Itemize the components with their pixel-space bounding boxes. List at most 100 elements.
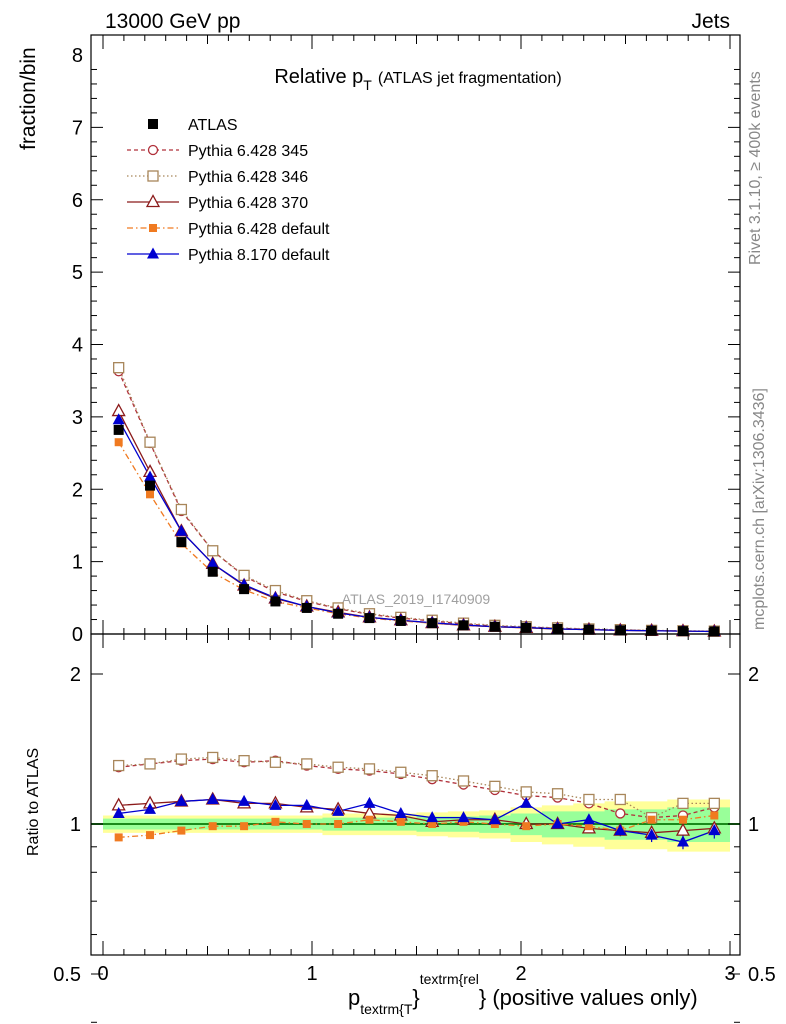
legend-marker-0 [147, 144, 159, 156]
reference-point [583, 624, 594, 635]
series-point-4 [144, 470, 157, 482]
ratio-point-2 [675, 822, 691, 836]
mcplots-label: mcplots.cern.ch [arXiv:1306.3436] [751, 388, 768, 630]
reference-point [333, 608, 344, 619]
ratio-tick-label-left: 0.5 [53, 964, 81, 986]
ratio-point-4 [708, 824, 721, 836]
ratio-point-4 [112, 806, 125, 818]
ratio-point-4 [175, 794, 188, 806]
reference-point [646, 625, 657, 636]
ratio-tick-label-left: 2 [70, 664, 81, 686]
ratio-y-axis-label: Ratio to ATLAS [25, 748, 42, 856]
reference-point [521, 622, 532, 633]
title-sub: T [363, 77, 372, 93]
y-tick-label: 6 [72, 190, 83, 212]
ratio-point-1 [395, 766, 407, 778]
ratio-point-4 [206, 792, 219, 804]
legend-label-1: Pythia 6.428 346 [188, 169, 308, 186]
ratio-point-1 [113, 759, 125, 772]
ratio-point-3 [710, 811, 719, 820]
ratio-point-1 [457, 775, 470, 787]
reference-point [207, 566, 218, 577]
ratio-point-4 [520, 796, 533, 808]
ratio-point-4 [144, 802, 157, 814]
y-tick-label: 5 [72, 262, 83, 284]
series-point-1 [175, 503, 188, 516]
ratio-point-1 [144, 758, 156, 770]
ratio-point-1 [708, 797, 720, 810]
series-point-4 [206, 557, 219, 569]
ratio-point-1 [489, 780, 501, 793]
ratio-point-1 [677, 797, 689, 810]
legend-marker-3 [149, 224, 157, 232]
ratio-point-4 [551, 817, 564, 829]
ratio-point-3 [647, 815, 656, 824]
reference-point [458, 620, 469, 631]
ratio-tick-label-right: 1 [748, 814, 759, 836]
ratio-point-3 [678, 815, 687, 824]
y-tick-label: 8 [72, 45, 83, 67]
frames-layer [90, 34, 741, 956]
reference-point [677, 626, 688, 637]
ratio-point-1 [520, 786, 532, 798]
reference-point [301, 602, 312, 613]
legend-marker-2 [145, 194, 161, 208]
y-tick-label: 7 [72, 117, 83, 139]
legend-marker-4 [147, 247, 159, 259]
ratio-frame [90, 633, 741, 956]
ratio-tick-label-right: 0.5 [748, 964, 776, 986]
series-point-3 [146, 490, 155, 499]
ratio-line-3 [118, 814, 715, 839]
y-tick-label: 2 [72, 479, 83, 501]
header-right: Jets [691, 10, 730, 33]
reference-point [176, 537, 187, 548]
ratio-point-0 [615, 808, 626, 819]
ratio-point-4 [457, 811, 470, 823]
ratio-ref-bands [91, 799, 740, 852]
ratio-point-3 [522, 822, 531, 831]
reference-point [364, 613, 375, 624]
ratio-point-3 [302, 820, 311, 828]
ratio-point-3 [428, 820, 437, 828]
reference-point [709, 626, 720, 637]
series-point-1 [113, 362, 125, 374]
ratio-point-1 [332, 761, 344, 773]
reference-point [239, 584, 250, 595]
ratio-point-3 [271, 817, 280, 826]
ratio-point-3 [208, 822, 217, 831]
ratio-point-1 [426, 770, 438, 782]
ratio-point-1 [583, 793, 595, 806]
ratio-point-4 [582, 813, 595, 825]
xlabel-sup: textrm{rel [420, 971, 479, 987]
title-rest: (ATLAS jet fragmentation) [378, 70, 562, 87]
x-tick-label: 1 [306, 963, 317, 985]
ratio-point-1 [269, 756, 282, 768]
ratio-point-3 [584, 822, 593, 831]
reference-point [552, 623, 563, 634]
ratio-point-3 [334, 820, 343, 828]
y-axis-label: fraction/bin [17, 47, 40, 150]
ratio-line-4 [118, 798, 715, 843]
ratio-point-4 [238, 794, 251, 806]
ratio-point-4 [488, 813, 501, 825]
ratio-point-3 [240, 822, 249, 831]
reference-point [145, 480, 156, 491]
reference-point [427, 618, 438, 629]
ratio-point-4 [300, 798, 313, 810]
legend-label-2: Pythia 6.428 370 [188, 195, 308, 212]
y-tick-label: 1 [72, 552, 83, 574]
legend-label-4: Pythia 8.170 default [188, 247, 330, 264]
legend: ATLAS Pythia 6.428 345 Pythia 6.428 346 Pyt… [127, 117, 330, 264]
header-left: 13000 GeV pp [105, 10, 240, 33]
watermark: ATLAS_2019_I1740909 [342, 591, 491, 607]
ratio-point-1 [301, 758, 313, 770]
y-tick-label: 3 [72, 407, 83, 429]
markers-layer [111, 362, 722, 847]
legend-marker-1 [147, 170, 159, 182]
ratio-point-1 [207, 751, 219, 764]
series-layer [118, 367, 715, 850]
ratio-point-4 [426, 811, 439, 823]
y-tick-label: 4 [72, 335, 83, 357]
ratio-tick-label-right: 2 [748, 664, 759, 686]
